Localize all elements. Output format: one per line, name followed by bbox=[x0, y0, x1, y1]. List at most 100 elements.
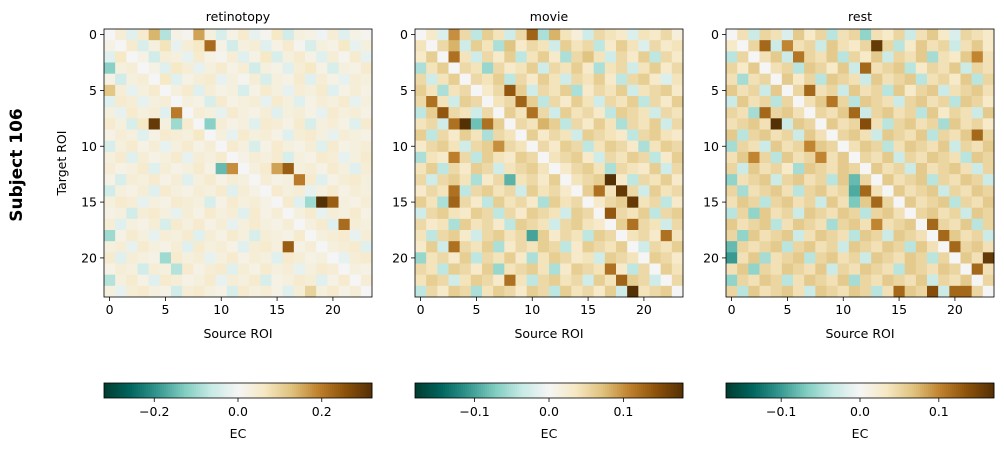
heatmap-cells bbox=[726, 29, 995, 298]
heatmap-cell bbox=[638, 96, 650, 108]
colorbar-segment bbox=[752, 383, 755, 398]
heatmap-cell bbox=[104, 140, 116, 153]
colorbar-segment bbox=[758, 383, 761, 398]
colorbar-segment bbox=[938, 383, 941, 398]
heatmap-cell bbox=[982, 207, 995, 220]
heatmap-cell bbox=[649, 174, 662, 186]
heatmap-cell bbox=[104, 163, 116, 175]
heatmap-cell bbox=[616, 185, 628, 197]
heatmap-cell bbox=[305, 163, 317, 175]
colorbar-segment bbox=[924, 383, 927, 398]
heatmap-cell bbox=[804, 107, 816, 119]
heatmap-cell bbox=[804, 252, 816, 264]
heatmap-cell bbox=[193, 51, 205, 63]
heatmap-cell bbox=[549, 185, 561, 197]
heatmap-cell bbox=[349, 107, 362, 119]
heatmap-cell bbox=[638, 274, 650, 287]
heatmap-cell bbox=[927, 263, 939, 276]
heatmap-cell bbox=[871, 263, 883, 276]
heatmap-cell bbox=[171, 62, 183, 75]
heatmap-cell bbox=[781, 140, 794, 153]
heatmap-cell bbox=[305, 129, 317, 142]
heatmap-cell bbox=[960, 40, 973, 52]
colorbar-segment bbox=[358, 383, 361, 398]
heatmap-cell bbox=[582, 218, 595, 231]
heatmap-cell bbox=[893, 185, 906, 197]
heatmap-cell bbox=[915, 140, 928, 153]
heatmap-cell bbox=[904, 62, 917, 75]
heatmap-cell bbox=[616, 241, 628, 253]
heatmap-cell bbox=[426, 207, 438, 220]
heatmap-cell bbox=[115, 230, 127, 242]
colorbar-segment bbox=[148, 383, 151, 398]
heatmap-cell bbox=[338, 40, 351, 52]
heatmap-cell bbox=[927, 163, 939, 175]
heatmap-cell bbox=[226, 51, 239, 63]
heatmap-cell bbox=[260, 174, 272, 186]
heatmap-cell bbox=[759, 285, 772, 298]
heatmap-cell bbox=[927, 107, 939, 119]
heatmap-cell bbox=[104, 62, 116, 75]
heatmap-cell bbox=[126, 151, 138, 164]
heatmap-cell bbox=[781, 196, 794, 209]
heatmap-cell bbox=[137, 129, 150, 142]
heatmap-cell bbox=[338, 96, 351, 108]
heatmap-cell bbox=[226, 218, 239, 231]
heatmap-cell bbox=[938, 151, 950, 164]
heatmap-cell bbox=[793, 51, 805, 63]
heatmap-cell bbox=[960, 96, 973, 108]
heatmap-cell bbox=[426, 29, 438, 41]
heatmap-cell bbox=[593, 118, 606, 130]
heatmap-cell bbox=[848, 84, 861, 97]
heatmap-cell bbox=[649, 118, 662, 130]
heatmap-cell bbox=[660, 218, 673, 231]
heatmap-cell bbox=[282, 263, 295, 276]
heatmap-cell bbox=[459, 274, 472, 287]
colorbar-segment bbox=[370, 383, 373, 398]
heatmap-cell bbox=[938, 185, 950, 197]
colorbar-segment bbox=[908, 383, 911, 398]
x-tick-label: 15 bbox=[269, 302, 285, 317]
heatmap-cell bbox=[915, 274, 928, 287]
heatmap-cell bbox=[759, 196, 772, 209]
colorbar-segment bbox=[234, 383, 237, 398]
heatmap-cell bbox=[470, 241, 483, 253]
heatmap-cell bbox=[415, 29, 427, 41]
heatmap-cell bbox=[927, 218, 939, 231]
heatmap-cell bbox=[837, 207, 850, 220]
heatmap-cell bbox=[593, 29, 606, 41]
heatmap-cell bbox=[426, 230, 438, 242]
heatmap-cell bbox=[260, 118, 272, 130]
heatmap-cell bbox=[604, 207, 617, 220]
heatmap-cell bbox=[260, 241, 272, 253]
heatmap-cell bbox=[249, 174, 261, 186]
heatmap-cell bbox=[115, 263, 127, 276]
heatmap-cell bbox=[249, 129, 261, 142]
heatmap-cell bbox=[349, 84, 362, 97]
heatmap-cell bbox=[459, 84, 472, 97]
heatmap-cell bbox=[448, 40, 461, 52]
heatmap-cell bbox=[182, 163, 194, 175]
heatmap-cell bbox=[148, 73, 161, 86]
heatmap-cell bbox=[982, 62, 995, 75]
heatmap-cell bbox=[982, 218, 995, 231]
heatmap-cell bbox=[360, 51, 373, 63]
colorbar-segment bbox=[246, 383, 249, 398]
heatmap-cell bbox=[893, 196, 906, 209]
heatmap-cell bbox=[126, 163, 138, 175]
heatmap-cell bbox=[204, 129, 217, 142]
heatmap-cell bbox=[226, 73, 239, 86]
heatmap-cell bbox=[660, 29, 673, 41]
colorbar-segment bbox=[292, 383, 295, 398]
heatmap-cell bbox=[249, 73, 261, 86]
heatmap-cell bbox=[448, 73, 461, 86]
heatmap-cell bbox=[482, 129, 494, 142]
heatmap-cell bbox=[327, 40, 339, 52]
colorbar-segment bbox=[663, 383, 666, 398]
x-tick-label: 0 bbox=[728, 302, 736, 317]
heatmap-cell bbox=[960, 29, 973, 41]
colorbar-segment bbox=[224, 383, 227, 398]
heatmap-cell bbox=[627, 129, 639, 142]
heatmap-cell bbox=[915, 230, 928, 242]
